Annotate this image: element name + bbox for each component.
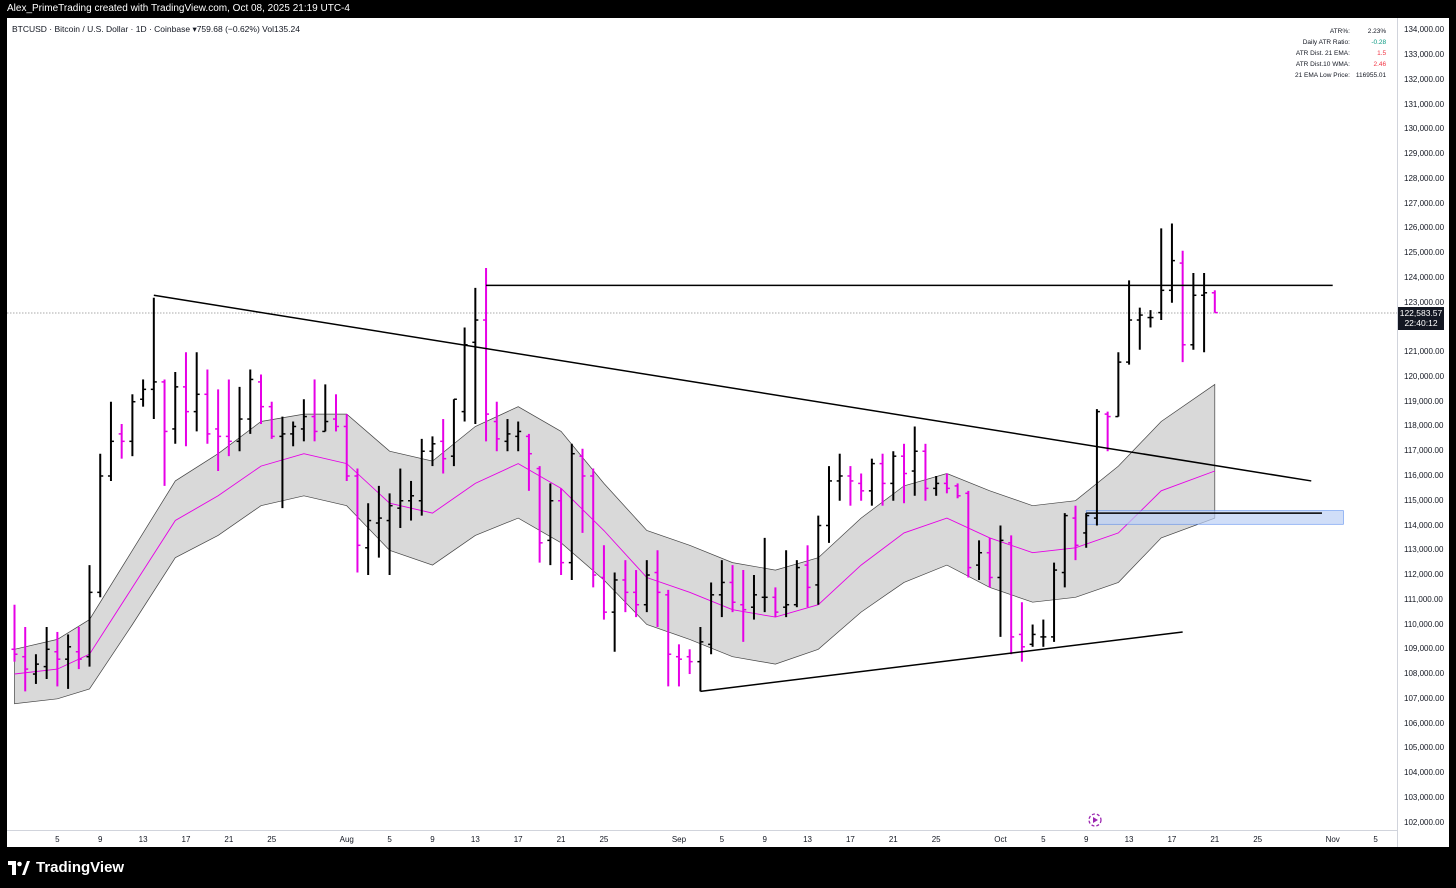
price-tick-label: 118,000.00 <box>1404 421 1444 431</box>
time-tick-label: 5 <box>387 835 392 844</box>
indicator-row: Daily ATR Ratio: -0.28 <box>1293 39 1388 48</box>
price-tick-label: 120,000.00 <box>1404 371 1445 381</box>
time-tick-label: Nov <box>1325 835 1340 844</box>
tradingview-logo[interactable]: TradingView <box>8 859 124 876</box>
price-tick-label: 109,000.00 <box>1404 644 1445 654</box>
chart-frame[interactable]: BTCUSD · Bitcoin / U.S. Dollar · 1D · Co… <box>7 18 1449 847</box>
time-tick-label: 5 <box>719 835 725 844</box>
indicator-row: ATR Dist. 21 EMA: 1.5 <box>1293 50 1388 59</box>
price-tick-label: 123,000.00 <box>1404 297 1445 307</box>
indicator-row: ATR Dist.10 WMA: 2.46 <box>1293 61 1388 70</box>
indicator-value: 1.5 <box>1377 50 1387 57</box>
replay-icon[interactable] <box>1087 812 1103 828</box>
last-price-value: 122,583.57 <box>1399 308 1443 318</box>
price-tick-label: 116,000.00 <box>1404 470 1444 480</box>
time-tick-label: 9 <box>762 835 767 844</box>
time-tick-label: 13 <box>138 835 148 844</box>
price-tick-label: 103,000.00 <box>1404 792 1445 802</box>
time-tick-label: 9 <box>1083 835 1089 844</box>
price-tick-label: 112,000.00 <box>1404 570 1444 579</box>
price-tick-label: 130,000.00 <box>1404 124 1445 134</box>
time-tick-label: 13 <box>1124 835 1134 844</box>
price-tick-label: 114,000.00 <box>1404 520 1444 530</box>
indicator-value: 2.23% <box>1367 28 1387 35</box>
price-tick-label: 133,000.00 <box>1404 50 1445 60</box>
price-tick-label: 115,000.00 <box>1404 495 1444 505</box>
time-tick-label: 9 <box>98 835 103 844</box>
time-tick-label: Sep <box>671 835 687 844</box>
price-tick-label: 125,000.00 <box>1404 248 1445 258</box>
price-tick-label: 108,000.00 <box>1404 669 1445 679</box>
symbol-info: BTCUSD · Bitcoin / U.S. Dollar · 1D · Co… <box>12 24 300 34</box>
price-tick-label: 111,000.00 <box>1404 594 1443 604</box>
footer-brand: TradingView <box>36 859 125 876</box>
price-tick-label: 113,000.00 <box>1404 545 1444 555</box>
time-tick-label: 13 <box>470 835 480 844</box>
tradingview-logo-icon <box>8 860 30 875</box>
indicator-row: ATR%: 2.23% <box>1293 28 1388 37</box>
time-tick-label: 25 <box>267 835 277 844</box>
price-tick-label: 131,000.00 <box>1404 99 1445 109</box>
indicator-row: 21 EMA Low Price: 116955.01 <box>1293 72 1388 81</box>
indicator-label: ATR Dist.10 WMA: <box>1295 61 1350 68</box>
time-tick-label: 25 <box>1253 835 1263 844</box>
time-tick-label: 17 <box>1167 835 1177 844</box>
price-tick-label: 121,000.00 <box>1404 347 1445 357</box>
time-tick-label: 5 <box>1041 835 1046 844</box>
indicator-value: -0.28 <box>1371 39 1387 46</box>
time-axis[interactable]: 5 9 13 17 21 25 Aug 5 9 13 17 21 25 Sep 5 9 13 17 21 25 Oct 5… <box>7 830 1397 848</box>
time-tick-label: 5 <box>1373 835 1378 844</box>
price-tick-label: 107,000.00 <box>1404 693 1445 703</box>
price-tick-label: 134,000.00 <box>1404 25 1445 35</box>
time-tick-label: 17 <box>513 835 523 844</box>
price-tick-label: 104,000.00 <box>1404 768 1445 778</box>
price-tick-label: 126,000.00 <box>1404 223 1445 233</box>
price-tick-label: 105,000.00 <box>1404 743 1445 753</box>
trendline-1 <box>153 294 1312 482</box>
ema-band <box>14 383 1216 705</box>
time-tick-label: 21 <box>556 835 566 844</box>
time-tick-label: 21 <box>888 835 898 844</box>
price-tick-label: 102,000.00 <box>1404 817 1445 827</box>
price-tick-label: 124,000.00 <box>1404 272 1445 282</box>
time-tick-label: 21 <box>224 835 234 844</box>
time-tick-label: 17 <box>845 835 855 844</box>
indicator-table: ATR%: 2.23% Daily ATR Ratio: -0.28 ATR Dist.… <box>1291 26 1390 83</box>
time-tick-label: Aug <box>339 835 354 844</box>
attribution-bar: Alex_PrimeTrading created with TradingVi… <box>0 0 1456 18</box>
time-tick-label: 13 <box>803 835 813 844</box>
indicator-label: 21 EMA Low Price: <box>1295 72 1350 79</box>
bar-countdown: 22:40:12 <box>1404 318 1438 328</box>
indicator-value: 2.46 <box>1373 61 1387 68</box>
time-tick-label: Oct <box>994 835 1007 844</box>
time-tick-label: 5 <box>55 835 60 844</box>
price-tick-label: 110,000.00 <box>1404 619 1444 629</box>
last-price-tag: 122,583.57 22:40:12 <box>1398 307 1444 330</box>
ema21-line <box>14 453 1215 675</box>
price-plot[interactable] <box>7 18 1397 830</box>
price-tick-label: 127,000.00 <box>1404 198 1445 208</box>
time-tick-label: 25 <box>931 835 941 844</box>
attribution-text: Alex_PrimeTrading created with TradingVi… <box>7 3 350 14</box>
indicator-label: ATR Dist. 21 EMA: <box>1295 50 1350 57</box>
indicator-value: 116955.01 <box>1355 72 1387 79</box>
price-tick-label: 119,000.00 <box>1404 396 1444 406</box>
time-tick-label: 25 <box>599 835 609 844</box>
price-tick-label: 132,000.00 <box>1404 74 1445 84</box>
price-tick-label: 128,000.00 <box>1404 173 1445 183</box>
indicator-label: Daily ATR Ratio: <box>1302 39 1350 46</box>
price-axis[interactable]: 102,000.00 103,000.00 104,000.00 105,000.00… <box>1397 18 1450 847</box>
trendline-3 <box>700 631 1183 693</box>
time-tick-label: 21 <box>1210 835 1220 844</box>
price-tick-label: 129,000.00 <box>1404 149 1445 159</box>
footer-bar: TradingView <box>0 847 1456 888</box>
price-tick-label: 117,000.00 <box>1404 446 1444 456</box>
time-tick-label: 9 <box>430 835 435 844</box>
price-tick-label: 106,000.00 <box>1404 718 1445 728</box>
indicator-label: ATR%: <box>1329 28 1350 35</box>
time-tick-label: 17 <box>181 835 191 844</box>
